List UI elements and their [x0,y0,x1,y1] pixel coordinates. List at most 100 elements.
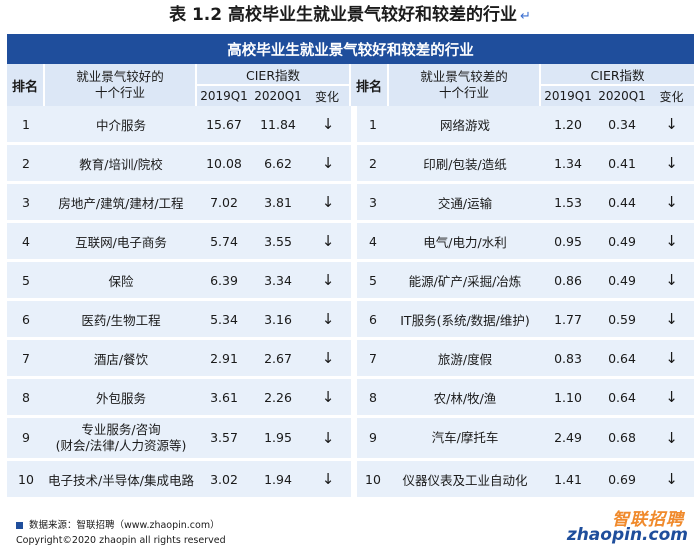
good-2020q1-cell: 3.16 [251,301,305,340]
good-change-arrow: ↓ [305,106,351,145]
rank-header: 排名 [7,64,45,106]
good-2019q1-cell: 7.02 [197,184,251,223]
bad-change-arrow: ↓ [649,461,695,500]
bad-2020q1-cell: 0.69 [595,461,649,500]
table-row: 5 保险 6.39 3.34 ↓ 5 能源/矿产/采掘/冶炼 0.86 0.49 ↓ [7,262,695,301]
bad-industry-cell: 能源/矿产/采掘/冶炼 [389,262,541,301]
bad-2020q1-cell: 0.49 [595,262,649,301]
good-industry-header: 就业景气较好的 十个行业 [45,64,197,106]
q1-2019-header-right: 2019Q1 [541,86,595,106]
bad-2019q1-cell: 1.77 [541,301,595,340]
title-text: 表 1.2 高校毕业生就业景气较好和较差的行业 [169,5,518,25]
bad-2020q1-cell: 0.41 [595,145,649,184]
good-industry-cell: 教育/培训/院校 [45,145,197,184]
good-change-arrow: ↓ [305,301,351,340]
bad-industry-cell: IT服务(系统/数据/维护) [389,301,541,340]
good-industry-cell: 房地产/建筑/建材/工程 [45,184,197,223]
copyright: Copyright©2020 zhaopin all rights reserv… [16,535,226,546]
q1-2020-header: 2020Q1 [251,86,305,106]
good-industry-cell: 互联网/电子商务 [45,223,197,262]
zhaopin-logo: 智联招聘 zhaopin.com [567,505,692,549]
bad-change-arrow: ↓ [649,418,695,461]
good-change-arrow: ↓ [305,223,351,262]
bad-change-arrow: ↓ [649,301,695,340]
table-row: 1 中介服务 15.67 11.84 ↓ 1 网络游戏 1.20 0.34 ↓ [7,106,695,145]
rank-cell: 9 [7,418,45,461]
rank-cell-right: 4 [351,223,389,262]
table-row: 4 互联网/电子商务 5.74 3.55 ↓ 4 电气/电力/水利 0.95 0.49 ↓ [7,223,695,262]
bad-industry-cell: 农/林/牧/渔 [389,379,541,418]
logo-en: zhaopin.com [566,525,688,545]
table-row: 10 电子技术/半导体/集成电路 3.02 1.94 ↓ 10 仪器仪表及工业自动化 1.41… [7,461,695,500]
data-source-text: 数据来源：智联招聘（www.zhaopin.com） [29,520,220,531]
good-2019q1-cell: 3.02 [197,461,251,500]
good-2020q1-cell: 2.26 [251,379,305,418]
bad-2019q1-cell: 0.86 [541,262,595,301]
rank-cell-right: 10 [351,461,389,500]
table-row: 7 酒店/餐饮 2.91 2.67 ↓ 7 旅游/度假 0.83 0.64 ↓ [7,340,695,379]
rank-header-right: 排名 [351,64,389,106]
bad-change-arrow: ↓ [649,184,695,223]
bad-industry-cell: 印刷/包装/造纸 [389,145,541,184]
rank-cell-right: 5 [351,262,389,301]
good-change-arrow: ↓ [305,145,351,184]
data-source: 数据来源：智联招聘（www.zhaopin.com） [16,517,220,531]
good-2020q1-cell: 11.84 [251,106,305,145]
bad-change-arrow: ↓ [649,379,695,418]
bad-2020q1-cell: 0.44 [595,184,649,223]
bad-2019q1-cell: 1.34 [541,145,595,184]
rank-cell: 2 [7,145,45,184]
good-2019q1-cell: 3.57 [197,418,251,461]
bad-change-arrow: ↓ [649,340,695,379]
good-industry-cell: 专业服务/咨询 (财会/法律/人力资源等) [45,418,197,461]
good-2020q1-cell: 3.55 [251,223,305,262]
good-change-arrow: ↓ [305,418,351,461]
good-change-arrow: ↓ [305,262,351,301]
good-industry-cell: 医药/生物工程 [45,301,197,340]
good-2020q1-cell: 2.67 [251,340,305,379]
bad-2020q1-cell: 0.59 [595,301,649,340]
bad-change-arrow: ↓ [649,145,695,184]
return-mark: ↵ [520,9,531,24]
q1-2020-header-right: 2020Q1 [595,86,649,106]
rank-cell-right: 1 [351,106,389,145]
good-2019q1-cell: 10.08 [197,145,251,184]
good-2020q1-cell: 6.62 [251,145,305,184]
bad-2020q1-cell: 0.49 [595,223,649,262]
good-2019q1-cell: 5.34 [197,301,251,340]
bad-2019q1-cell: 1.53 [541,184,595,223]
good-2020q1-cell: 3.34 [251,262,305,301]
bad-industry-cell: 汽车/摩托车 [389,418,541,461]
bad-2019q1-cell: 0.95 [541,223,595,262]
document-title: 表 1.2 高校毕业生就业景气较好和较差的行业 ↵ [0,0,700,30]
rank-cell-right: 6 [351,301,389,340]
bad-2019q1-cell: 1.10 [541,379,595,418]
table-row: 3 房地产/建筑/建材/工程 7.02 3.81 ↓ 3 交通/运输 1.53 0.44 ↓ [7,184,695,223]
good-change-arrow: ↓ [305,340,351,379]
cier-header-left: CIER指数 [197,64,351,86]
good-2019q1-cell: 15.67 [197,106,251,145]
good-2019q1-cell: 6.39 [197,262,251,301]
rank-cell: 6 [7,301,45,340]
change-header: 变化 [305,86,351,106]
rank-cell: 4 [7,223,45,262]
good-industry-cell: 中介服务 [45,106,197,145]
bullet-icon [16,522,23,529]
bad-2020q1-cell: 0.64 [595,379,649,418]
table-row: 6 医药/生物工程 5.34 3.16 ↓ 6 IT服务(系统/数据/维护) 1.77 0.59… [7,301,695,340]
good-change-arrow: ↓ [305,379,351,418]
logo-cn: 智联招聘 [612,510,684,530]
bad-2020q1-cell: 0.64 [595,340,649,379]
bad-2019q1-cell: 1.41 [541,461,595,500]
bad-industry-cell: 网络游戏 [389,106,541,145]
good-industry-cell: 酒店/餐饮 [45,340,197,379]
bad-industry-cell: 旅游/度假 [389,340,541,379]
table-banner: 高校毕业生就业景气较好和较差的行业 [7,34,695,64]
rank-cell-right: 8 [351,379,389,418]
good-industry-line1: 专业服务/咨询 [81,422,161,437]
table-row: 2 教育/培训/院校 10.08 6.62 ↓ 2 印刷/包装/造纸 1.34 0.41 ↓ [7,145,695,184]
table-row: 9 专业服务/咨询 (财会/法律/人力资源等) 3.57 1.95 ↓ 9 汽车/摩托车 2.4… [7,418,695,461]
rank-cell-right: 2 [351,145,389,184]
bad-industry-header-line1: 就业景气较差的 [420,69,508,84]
good-2019q1-cell: 5.74 [197,223,251,262]
